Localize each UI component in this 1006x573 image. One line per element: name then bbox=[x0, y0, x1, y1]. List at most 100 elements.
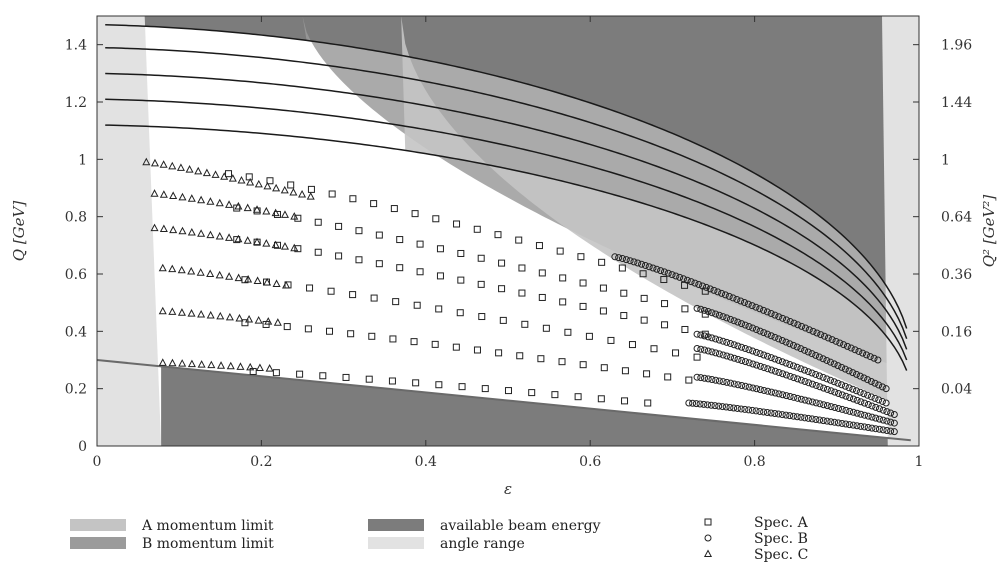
data-point-square bbox=[598, 258, 606, 266]
data-point-circle bbox=[794, 394, 802, 402]
data-point-circle bbox=[882, 385, 890, 393]
data-point-circle bbox=[809, 327, 817, 335]
data-point-triangle bbox=[262, 206, 271, 215]
y-tick-label: 0.6 bbox=[65, 267, 87, 283]
data-point-circle bbox=[711, 402, 719, 410]
data-point-circle bbox=[748, 406, 756, 414]
data-point-circle bbox=[857, 422, 865, 430]
data-point-square bbox=[411, 210, 419, 218]
data-point-circle bbox=[760, 364, 768, 372]
data-point-circle bbox=[812, 351, 820, 359]
x-tick-label: 1 bbox=[915, 454, 924, 470]
data-point-circle bbox=[685, 399, 693, 407]
data-point-triangle bbox=[298, 189, 307, 198]
data-point-circle bbox=[649, 264, 657, 272]
data-point-circle bbox=[808, 415, 816, 423]
data-point-circle bbox=[771, 333, 779, 341]
data-point-circle bbox=[834, 379, 842, 387]
data-point-circle bbox=[726, 340, 734, 348]
data-point-circle bbox=[697, 305, 705, 313]
data-point-circle bbox=[704, 347, 712, 355]
data-point-square bbox=[457, 249, 465, 257]
legend-label: Spec. C bbox=[754, 547, 808, 563]
data-point-triangle bbox=[255, 363, 264, 372]
legend-label: available beam energy bbox=[440, 518, 601, 534]
data-point-triangle bbox=[265, 364, 274, 372]
data-point-circle bbox=[857, 410, 865, 418]
data-point-square bbox=[477, 254, 485, 262]
data-point-circle bbox=[726, 315, 734, 323]
data-point-square bbox=[314, 218, 322, 226]
data-point-square bbox=[579, 302, 587, 310]
data-point-circle bbox=[733, 295, 741, 303]
data-point-circle bbox=[723, 338, 731, 346]
data-point-circle bbox=[793, 363, 801, 371]
data-point-circle bbox=[771, 389, 779, 397]
data-point-square bbox=[388, 377, 396, 385]
data-point-circle bbox=[860, 374, 868, 382]
data-point-triangle bbox=[194, 166, 203, 175]
data-point-circle bbox=[626, 257, 634, 265]
data-point-circle bbox=[843, 342, 851, 350]
data-point-circle bbox=[706, 285, 714, 293]
data-point-circle bbox=[801, 346, 809, 354]
data-point-square bbox=[347, 330, 355, 338]
data-point-circle bbox=[805, 379, 813, 387]
data-point-circle bbox=[797, 345, 805, 353]
data-point-circle bbox=[760, 306, 768, 314]
data-point-circle bbox=[734, 355, 742, 363]
data-point-circle bbox=[712, 349, 720, 357]
data-point-circle bbox=[823, 385, 831, 393]
data-point-square bbox=[574, 393, 582, 401]
data-point-square bbox=[355, 227, 363, 235]
data-point-circle bbox=[756, 386, 764, 394]
data-point-circle bbox=[672, 272, 680, 280]
legend-swatch bbox=[368, 537, 424, 549]
data-point-circle bbox=[812, 370, 820, 378]
data-point-circle bbox=[693, 330, 701, 338]
legend: A momentum limit B momentum limit availabl… bbox=[70, 515, 809, 563]
data-point-triangle bbox=[225, 233, 234, 241]
data-point-triangle bbox=[226, 361, 235, 370]
data-point-circle bbox=[664, 269, 672, 277]
data-point-circle bbox=[756, 407, 764, 415]
data-point-circle bbox=[738, 320, 746, 328]
legend-item: A momentum limit bbox=[70, 518, 274, 534]
data-point-circle bbox=[823, 375, 831, 383]
data-point-circle bbox=[842, 420, 850, 428]
y2-tick-label: 0.36 bbox=[941, 267, 972, 283]
data-point-triangle bbox=[207, 360, 216, 369]
data-point-circle bbox=[714, 288, 722, 296]
data-point-triangle bbox=[187, 266, 196, 275]
data-point-circle bbox=[704, 333, 712, 341]
data-point-circle bbox=[782, 371, 790, 379]
data-point-square bbox=[538, 293, 546, 301]
data-point-square bbox=[435, 381, 443, 389]
data-point-square bbox=[335, 252, 343, 260]
data-point-circle bbox=[730, 341, 738, 349]
data-point-square bbox=[328, 190, 336, 198]
data-point-square bbox=[577, 253, 585, 261]
data-point-circle bbox=[689, 399, 697, 407]
x-tick-label: 0.8 bbox=[743, 454, 765, 470]
data-point-circle bbox=[887, 409, 895, 417]
data-point-circle bbox=[828, 336, 836, 344]
data-point-triangle bbox=[225, 200, 234, 208]
data-point-circle bbox=[734, 318, 742, 326]
data-point-triangle bbox=[206, 310, 215, 319]
data-point-circle bbox=[812, 381, 820, 389]
data-point-circle bbox=[821, 332, 829, 340]
data-point-circle bbox=[775, 313, 783, 321]
data-point-circle bbox=[864, 424, 872, 432]
data-point-circle bbox=[789, 412, 797, 420]
data-point-circle bbox=[668, 271, 676, 279]
data-point-square bbox=[458, 383, 466, 391]
data-point-square bbox=[416, 240, 424, 248]
data-point-triangle bbox=[228, 174, 237, 182]
data-point-circle bbox=[764, 365, 772, 373]
data-point-circle bbox=[819, 417, 827, 425]
data-point-circle bbox=[779, 370, 787, 378]
data-point-circle bbox=[710, 286, 718, 294]
data-point-circle bbox=[760, 386, 768, 394]
y2-tick-label: 1.96 bbox=[941, 38, 972, 54]
